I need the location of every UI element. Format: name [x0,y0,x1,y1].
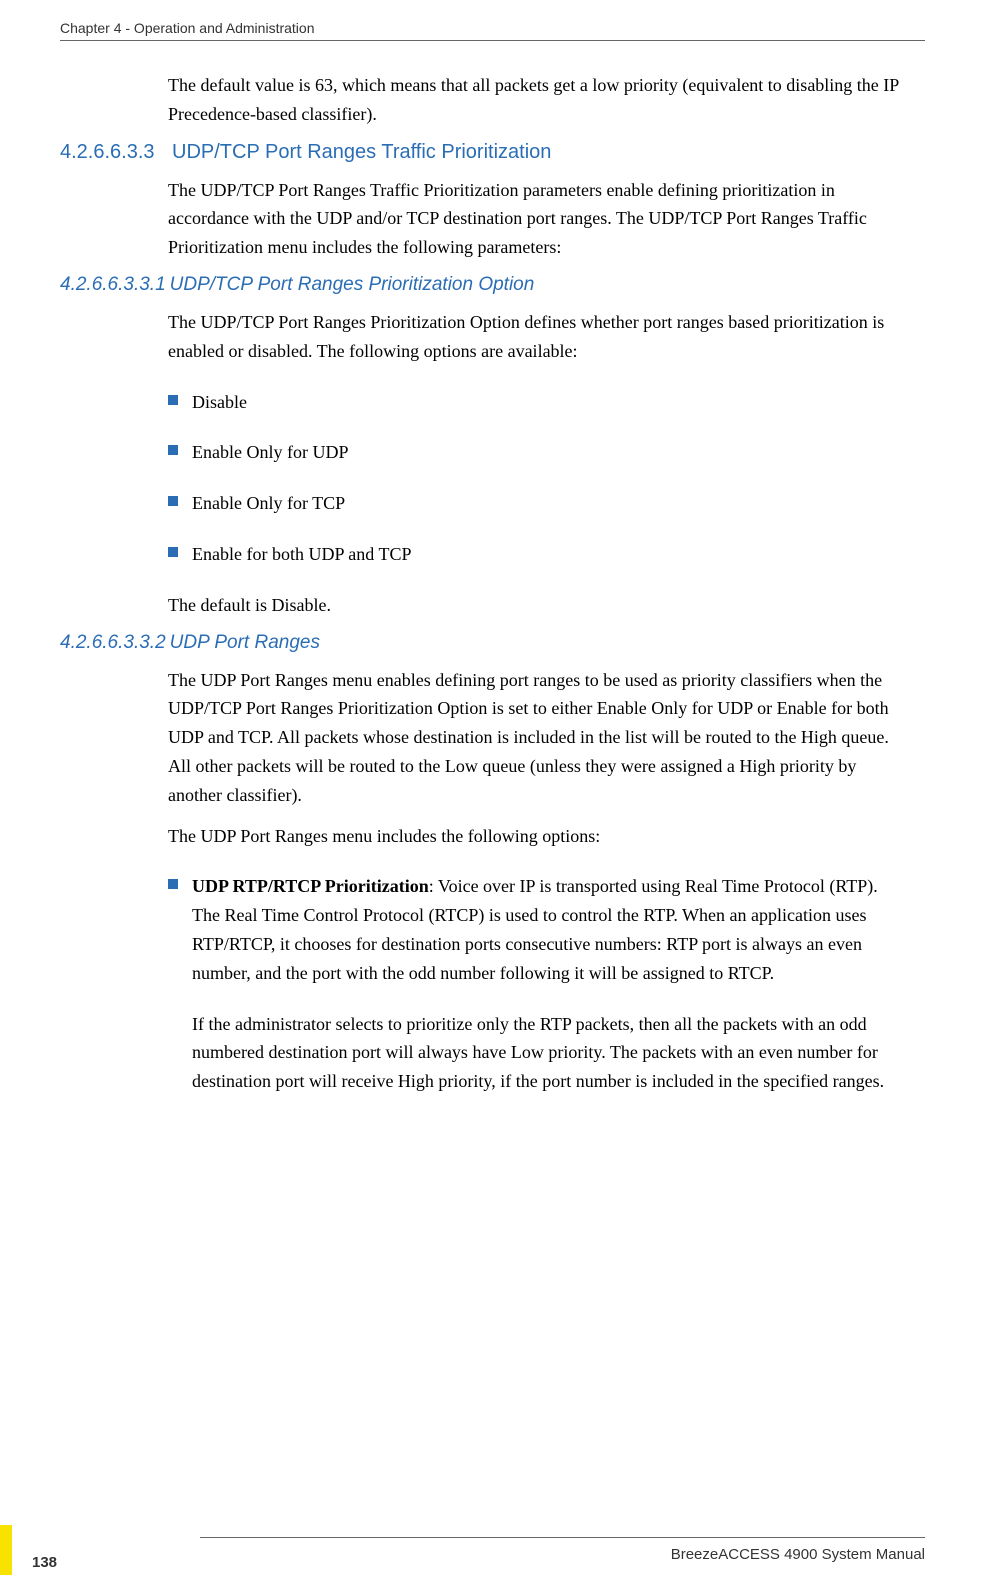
bullet-text: Enable Only for UDP [192,438,905,467]
bullet-continuation: If the administrator selects to prioriti… [192,1010,905,1096]
page-footer: BreezeACCESS 4900 System Manual [60,1537,925,1563]
intro-paragraph: The default value is 63, which means tha… [168,71,905,129]
bullet-square-icon [168,395,178,405]
bullet-item-bold: UDP RTP/RTCP Prioritization: Voice over … [168,872,905,987]
section-heading-1: 4.2.6.6.3.3 UDP/TCP Port Ranges Traffic … [60,141,925,164]
page-number-block: 138 [0,1525,57,1575]
heading-title: UDP/TCP Port Ranges Traffic Prioritizati… [172,141,892,164]
bullet-text: Enable for both UDP and TCP [192,540,905,569]
section-subheading-1: 4.2.6.6.3.3.1 UDP/TCP Port Ranges Priori… [60,274,925,296]
bullet-square-icon [168,547,178,557]
footer-divider [200,1537,925,1538]
paragraph-4: The UDP Port Ranges menu enables definin… [168,666,905,810]
white-gap [12,1525,24,1575]
bullet-item: Enable Only for TCP [168,489,905,518]
subheading-title: UDP Port Ranges [170,632,320,653]
bullet-bold-lead: UDP RTP/RTCP Prioritization [192,876,429,896]
bullet-item: Enable for both UDP and TCP [168,540,905,569]
section-subheading-2: 4.2.6.6.3.3.2 UDP Port Ranges [60,632,925,654]
chapter-header: Chapter 4 - Operation and Administration [60,20,925,41]
page-number: 138 [24,1554,57,1575]
subheading-title: UDP/TCP Port Ranges Prioritization Optio… [170,274,535,295]
paragraph-2: The UDP/TCP Port Ranges Prioritization O… [168,308,905,366]
footer-manual-title: BreezeACCESS 4900 System Manual [60,1546,925,1563]
yellow-accent-bar [0,1525,12,1575]
bullet-item: Disable [168,388,905,417]
bullet-text: UDP RTP/RTCP Prioritization: Voice over … [192,872,905,987]
paragraph-3: The default is Disable. [168,591,905,620]
bullet-item: Enable Only for UDP [168,438,905,467]
paragraph-5: The UDP Port Ranges menu includes the fo… [168,822,905,851]
subheading-number: 4.2.6.6.3.3.2 [60,632,166,653]
bullet-square-icon [168,879,178,889]
bullet-square-icon [168,496,178,506]
bullet-text: Enable Only for TCP [192,489,905,518]
bullet-text: Disable [192,388,905,417]
subheading-number: 4.2.6.6.3.3.1 [60,274,166,295]
heading-number: 4.2.6.6.3.3 [60,141,168,164]
bullet-square-icon [168,445,178,455]
paragraph-1: The UDP/TCP Port Ranges Traffic Prioriti… [168,176,905,262]
